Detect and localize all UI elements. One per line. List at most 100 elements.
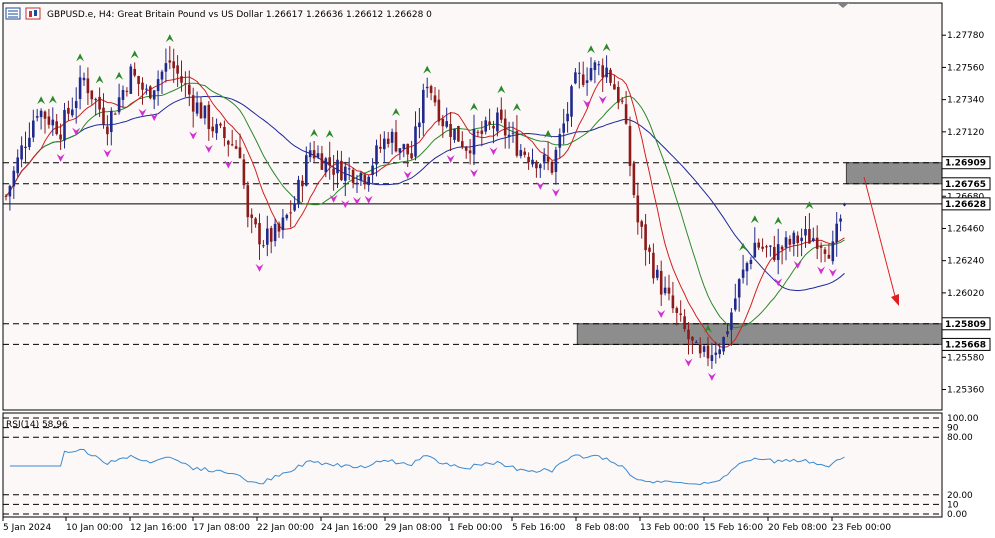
candle-body [406, 143, 409, 155]
candle-body [390, 131, 394, 143]
candle-body [527, 156, 530, 163]
candle-body [562, 123, 565, 133]
candle-body [266, 228, 269, 245]
level-label-text: 1.25668 [945, 340, 986, 350]
candle-body [160, 71, 164, 80]
candle-body [328, 157, 331, 166]
candle-body [726, 331, 729, 335]
candle-body [578, 72, 581, 74]
candle-body [589, 68, 593, 81]
candle-body [43, 111, 47, 119]
price-panel-bg [3, 3, 942, 410]
level-label-box [941, 177, 991, 191]
candle-body [695, 342, 698, 344]
y-tick-label: 1.25580 [947, 353, 984, 363]
candle-body [402, 144, 406, 150]
candle-body [145, 88, 148, 90]
candle-body [780, 246, 784, 250]
candle-body [110, 110, 113, 133]
candle-body [480, 130, 484, 134]
candle-body [761, 246, 764, 249]
candle-body [749, 259, 753, 264]
candle-body [121, 90, 125, 100]
level-label: 1.25809 [941, 317, 991, 331]
x-tick-label: 1 Feb 00:00 [449, 523, 503, 533]
candle-body [86, 78, 90, 94]
candle-body [227, 140, 230, 145]
candle-body [535, 161, 538, 169]
fractal-up-icon [310, 128, 319, 137]
candle-body [71, 109, 74, 116]
candle-body [238, 147, 242, 159]
candle-body [804, 229, 807, 236]
candles-layer [4, 46, 846, 369]
chart-window-icon[interactable] [5, 7, 21, 20]
candle-body [320, 153, 324, 170]
fractal-down-icon [598, 95, 607, 104]
candle-body [82, 77, 86, 81]
candle-body [394, 132, 398, 152]
level-label: 1.26628 [941, 197, 991, 211]
candle-body [250, 214, 253, 218]
rsi-panel-border [2, 412, 943, 518]
fractal-down-icon [828, 268, 837, 277]
fractals-layer [37, 34, 837, 381]
candle-body [215, 124, 218, 134]
candle-mode-icon[interactable] [25, 7, 41, 20]
level-label: 1.25668 [941, 337, 991, 351]
candle-body [449, 123, 452, 137]
scroll-marker-icon[interactable] [837, 3, 849, 8]
candle-body [172, 61, 175, 69]
candle-body [687, 329, 690, 340]
candle-body [293, 203, 296, 211]
fractal-down-icon [204, 144, 213, 153]
fractal-up-icon [325, 129, 334, 138]
fractal-down-icon [551, 188, 560, 197]
candle-body [74, 101, 78, 108]
candle-body [305, 155, 308, 186]
candle-body [461, 141, 464, 148]
candle-body [176, 65, 179, 74]
candle-body [691, 336, 694, 341]
fractal-up-icon [95, 75, 104, 84]
fractal-down-icon [470, 169, 478, 178]
candle-body [679, 313, 682, 315]
candle-body [195, 102, 199, 114]
candle-body [429, 86, 433, 94]
candle-body [418, 122, 421, 128]
y-tick-label: 1.27340 [947, 96, 984, 106]
candle-body [433, 95, 437, 103]
y-tick-label: 1.27120 [947, 128, 984, 138]
candle-body [414, 126, 417, 157]
zone-supply [845, 162, 943, 185]
candle-body [500, 109, 503, 120]
candle-body [472, 128, 476, 155]
candle-body [125, 90, 129, 92]
candle-body [539, 164, 542, 169]
candle-body [375, 145, 378, 165]
fractal-up-icon [392, 107, 400, 116]
candle-body [702, 346, 706, 352]
level-label: 1.26909 [941, 156, 991, 170]
fractal-down-icon [329, 194, 338, 203]
candle-body [363, 174, 367, 185]
x-tick-label: 29 Jan 08:00 [385, 523, 442, 533]
fractal-down-icon [138, 108, 147, 117]
candle-body [230, 144, 234, 146]
candle-body [207, 104, 211, 129]
rsi-tick-label: 10 [947, 500, 959, 510]
candle-body [843, 203, 846, 206]
candle-body [808, 228, 811, 244]
candle-body [211, 126, 214, 132]
fractal-down-icon [189, 131, 198, 140]
candle-body [234, 146, 238, 149]
candle-body [839, 218, 842, 222]
level-label-box [941, 317, 991, 331]
candle-body [67, 107, 70, 114]
fractal-up-icon [48, 95, 57, 104]
candle-body [113, 113, 117, 115]
fractal-down-icon [707, 372, 716, 381]
candle-body [24, 146, 27, 149]
